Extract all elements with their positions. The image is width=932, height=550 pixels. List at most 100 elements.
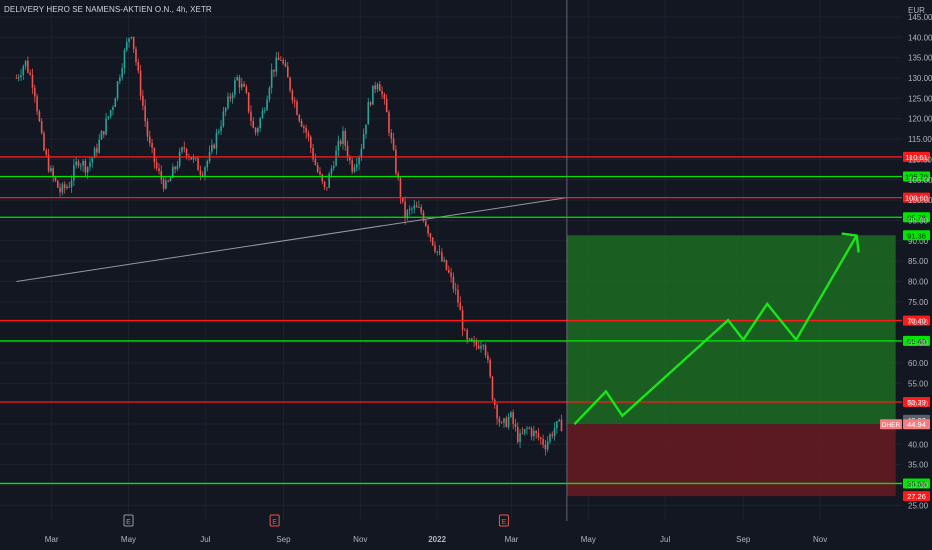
candle-body	[130, 36, 133, 39]
y-tick-label: 70.00	[908, 318, 929, 327]
y-tick-label: 125.00	[908, 94, 932, 103]
candle-body	[213, 144, 215, 149]
candle-body	[351, 160, 353, 172]
candle-body	[519, 433, 521, 443]
x-tick-label[interactable]: Jul	[660, 535, 670, 544]
candle-body	[66, 186, 68, 189]
candle-body	[190, 157, 192, 160]
candle-body	[128, 38, 130, 42]
candle-body	[289, 77, 291, 91]
candle-body	[293, 100, 296, 102]
earnings-marker[interactable]	[123, 514, 134, 527]
candle-body	[312, 147, 314, 160]
candle-body	[59, 187, 61, 193]
x-tick-label[interactable]: Sep	[276, 535, 291, 544]
candle-body	[268, 87, 271, 100]
candle-body	[82, 160, 84, 166]
symbol-tag-bg	[880, 419, 902, 430]
candle-body	[298, 114, 301, 121]
time-axis[interactable]: Mar May Jul Sep Nov 2022 Mar May Jul Sep Nov	[45, 535, 827, 544]
candle-body	[427, 226, 429, 234]
candle-body	[516, 426, 519, 443]
candle-body	[314, 159, 317, 166]
horizontal-levels[interactable]: 110.61 105.79 100.60 95.78 70.40 65.40 50.39 30…	[0, 151, 930, 489]
level-tag-label: 70.40	[907, 317, 926, 326]
candle-body	[553, 428, 556, 437]
candle-body	[96, 148, 98, 153]
candle-body	[319, 171, 321, 175]
x-tick-label[interactable]: Nov	[813, 535, 827, 544]
candle-body	[503, 418, 505, 423]
candle-body	[243, 83, 245, 87]
candle-body	[530, 428, 533, 437]
price-tag-target	[903, 230, 930, 241]
y-tick-label: 115.00	[908, 135, 932, 144]
candle-body	[528, 428, 531, 429]
candle-body	[510, 412, 512, 418]
x-tick-label[interactable]: Mar	[45, 535, 59, 544]
candle-body	[551, 434, 554, 437]
x-tick-label[interactable]: Jul	[200, 535, 210, 544]
trendline-segment	[16, 197, 567, 282]
earnings-marker-label[interactable]: E	[126, 519, 131, 526]
candle-body	[560, 419, 563, 432]
candle-body	[450, 272, 452, 277]
x-tick-label[interactable]: Nov	[353, 535, 367, 544]
level-tag-label: 30.38	[907, 479, 926, 488]
y-tick-label: 145.00	[908, 13, 932, 22]
candle-body	[303, 126, 305, 129]
candle-body	[539, 437, 542, 440]
candle-body	[392, 138, 395, 150]
price-series	[15, 36, 563, 456]
earnings-marker-label[interactable]: E	[502, 519, 507, 526]
stop-zone	[566, 424, 896, 497]
candle-body	[360, 148, 363, 157]
y-tick-label: 85.00	[908, 257, 929, 266]
candle-body	[349, 157, 351, 161]
x-tick-label[interactable]: Sep	[736, 535, 751, 544]
candle-body	[473, 341, 475, 343]
level-tag-label: 65.40	[907, 337, 926, 346]
earnings-marker[interactable]	[269, 514, 280, 527]
candle-body	[254, 127, 257, 133]
candle-body	[73, 165, 75, 181]
candle-body	[181, 147, 183, 152]
earnings-marker-label[interactable]: E	[272, 519, 277, 526]
candle-body	[204, 167, 206, 176]
level-tag-bg	[903, 335, 930, 346]
candle-body	[167, 180, 169, 182]
candle-body	[70, 180, 73, 188]
candle-body	[491, 376, 494, 400]
candle-body	[84, 160, 87, 173]
candle-body	[79, 165, 82, 167]
candle-body	[378, 84, 381, 91]
candle-body	[408, 208, 411, 211]
candle-body	[369, 102, 372, 105]
candle-body	[132, 36, 135, 49]
x-tick-label[interactable]: Mar	[505, 535, 519, 544]
level-tag-bg	[903, 151, 930, 162]
candle-body	[222, 111, 225, 127]
candle-body	[452, 276, 455, 289]
candle-body	[245, 86, 248, 93]
candle-body	[358, 156, 360, 165]
earnings-marker[interactable]	[498, 514, 509, 527]
candle-body	[192, 157, 195, 160]
x-tick-label[interactable]: 2022	[428, 535, 446, 544]
candle-body	[401, 197, 404, 202]
level-tag-bg	[903, 397, 930, 408]
candle-body	[229, 96, 232, 99]
candle-body	[224, 107, 227, 112]
candle-body	[404, 201, 406, 219]
candle-body	[498, 418, 501, 423]
candle-body	[139, 70, 142, 96]
x-tick-label[interactable]: May	[121, 535, 136, 544]
candle-body	[326, 187, 328, 189]
candle-body	[261, 110, 264, 119]
y-tick-label: 25.00	[908, 501, 929, 510]
candle-body	[328, 173, 330, 188]
x-tick-label[interactable]: May	[581, 535, 596, 544]
